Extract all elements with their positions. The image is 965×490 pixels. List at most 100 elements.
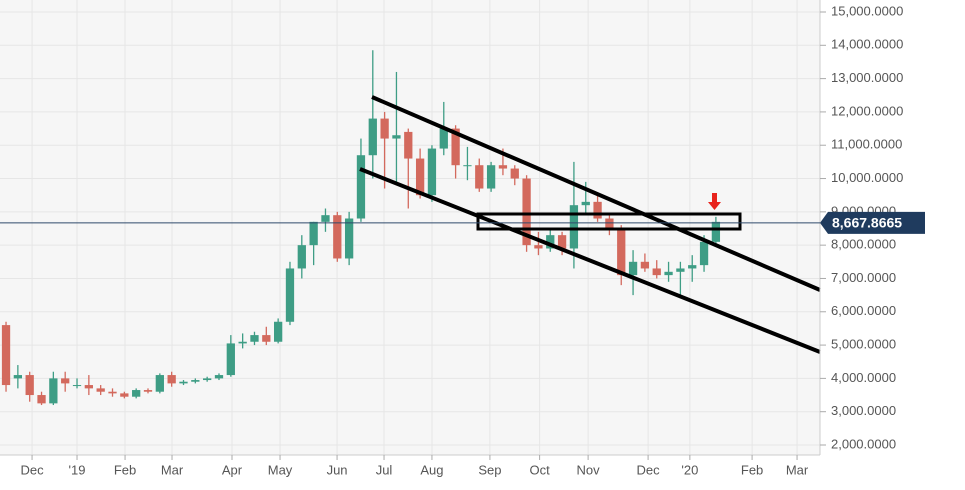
candle-body xyxy=(274,321,283,342)
candle-body xyxy=(321,215,330,222)
y-tick-label: 6,000.0000 xyxy=(831,303,896,318)
candle-body xyxy=(534,245,543,249)
candle-body xyxy=(167,375,176,384)
current-price-tag xyxy=(820,211,925,234)
candle-body xyxy=(155,375,164,392)
candle-body xyxy=(546,235,555,249)
candle-body xyxy=(262,335,271,342)
x-tick-label: Mar xyxy=(786,462,809,477)
candle-body xyxy=(711,221,721,242)
candles xyxy=(1,50,721,406)
candle-body xyxy=(605,218,614,229)
x-tick-label: Aug xyxy=(420,462,443,477)
candle-body xyxy=(617,228,626,276)
y-tick-label: 3,000.0000 xyxy=(831,403,896,418)
candle-body xyxy=(344,218,354,259)
candle-body xyxy=(49,378,58,404)
x-tick-label: May xyxy=(268,462,293,477)
candle-body xyxy=(427,148,437,196)
x-tick-label: Mar xyxy=(161,462,184,477)
channel-upper xyxy=(371,95,821,292)
candle-body xyxy=(640,261,650,269)
candle-body xyxy=(688,265,697,269)
arrow xyxy=(708,193,721,210)
candle-body xyxy=(593,201,602,219)
y-tick-label: 2,000.0000 xyxy=(831,436,896,451)
y-tick-label: 5,000.0000 xyxy=(831,337,896,352)
y-tick-label: 14,000.0000 xyxy=(831,37,903,52)
candle-body xyxy=(25,375,34,396)
x-tick-label: Jul xyxy=(376,462,393,477)
candle-body xyxy=(380,118,389,139)
candle-body xyxy=(439,128,448,149)
candle-body xyxy=(96,388,105,392)
y-tick-label: 4,000.0000 xyxy=(831,370,896,385)
candle-body xyxy=(132,390,141,397)
candle-body xyxy=(486,165,496,189)
candle-body xyxy=(676,268,685,272)
channel-lower xyxy=(359,167,821,354)
y-tick-label: 10,000.0000 xyxy=(831,170,903,185)
candle-body xyxy=(404,131,413,159)
candle-body xyxy=(664,271,673,276)
candle-body xyxy=(61,378,70,384)
candle-body xyxy=(226,343,235,376)
x-tick-label: Oct xyxy=(529,462,550,477)
candle-body xyxy=(368,118,377,156)
candle-body xyxy=(84,385,93,389)
candle-body xyxy=(238,341,247,344)
y-tick-label: 13,000.0000 xyxy=(831,70,903,85)
x-tick-label: '19 xyxy=(69,462,86,477)
x-tick-label: Feb xyxy=(114,462,136,477)
candle-body xyxy=(333,215,342,259)
axes: 2,000.0000 3,000.0000 4,000.0000 5,000.0000… xyxy=(0,3,925,477)
y-tick-label: 7,000.0000 xyxy=(831,270,896,285)
candle-body xyxy=(498,165,508,169)
candle-body xyxy=(191,380,200,382)
candle-body xyxy=(463,165,472,167)
candle-body xyxy=(297,245,306,269)
candle-body xyxy=(569,205,579,249)
candle-body xyxy=(203,378,212,381)
annotations xyxy=(359,95,821,354)
candle-body xyxy=(699,241,709,266)
candle-body xyxy=(120,393,129,397)
candle-body xyxy=(628,261,638,276)
y-tick-label: 8,000.0000 xyxy=(831,237,896,252)
x-tick-label: Sep xyxy=(478,462,501,477)
candle-body xyxy=(143,390,153,392)
x-tick-label: Dec xyxy=(637,462,661,477)
x-tick-label: Apr xyxy=(222,462,243,477)
candle-body xyxy=(309,221,318,246)
candle-body xyxy=(475,165,484,189)
candle-body xyxy=(451,128,460,166)
candle-body xyxy=(415,158,425,196)
candle-body xyxy=(179,381,188,384)
range-box xyxy=(476,212,742,231)
y-tick-label: 15,000.0000 xyxy=(831,3,903,18)
x-tick-label: Dec xyxy=(20,462,44,477)
x-tick-label: Jun xyxy=(327,462,348,477)
y-tick-label: 12,000.0000 xyxy=(831,103,903,118)
candle-body xyxy=(250,335,259,342)
candle-body xyxy=(13,375,23,379)
x-tick-label: Feb xyxy=(741,462,763,477)
candle-body xyxy=(285,268,295,322)
candle-body xyxy=(72,385,82,387)
candle-body xyxy=(557,235,567,249)
candle-body xyxy=(356,155,366,219)
candle-body xyxy=(522,178,531,246)
candle-body xyxy=(37,395,46,404)
candle-body xyxy=(108,391,117,394)
candle-body xyxy=(214,375,224,379)
y-tick-label: 11,000.0000 xyxy=(831,137,902,152)
candle-body xyxy=(652,268,661,276)
current-price-label: 8,667.8665 xyxy=(832,215,902,231)
candle-body xyxy=(510,168,519,179)
candle-body xyxy=(1,325,11,386)
candle-body xyxy=(581,201,590,206)
x-tick-label: Nov xyxy=(577,462,601,477)
candle-body xyxy=(392,135,401,139)
x-tick-label: '20 xyxy=(681,462,698,477)
